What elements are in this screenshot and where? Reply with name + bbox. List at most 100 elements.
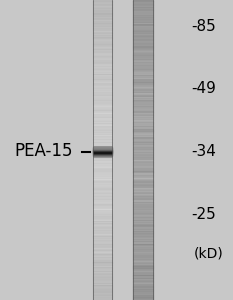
Bar bbox=[93, 197, 113, 198]
Bar bbox=[133, 135, 153, 136]
Bar bbox=[133, 240, 153, 241]
Bar bbox=[93, 205, 113, 206]
Text: -85: -85 bbox=[191, 19, 216, 34]
Bar bbox=[133, 212, 153, 213]
Bar bbox=[133, 287, 153, 288]
Bar bbox=[133, 35, 153, 36]
Bar bbox=[93, 143, 113, 144]
Bar bbox=[133, 191, 153, 192]
Bar bbox=[93, 50, 113, 51]
Bar bbox=[93, 270, 113, 271]
Bar bbox=[133, 221, 153, 222]
Bar bbox=[93, 221, 113, 222]
Bar bbox=[133, 294, 153, 295]
Bar bbox=[93, 94, 113, 95]
Bar bbox=[93, 38, 113, 39]
Bar bbox=[133, 101, 153, 102]
Bar bbox=[93, 20, 113, 21]
Bar bbox=[133, 168, 153, 169]
Bar bbox=[133, 106, 153, 107]
Bar bbox=[133, 41, 153, 42]
Bar bbox=[133, 18, 153, 19]
Bar bbox=[93, 285, 113, 286]
Bar bbox=[133, 140, 153, 141]
Bar bbox=[93, 151, 113, 152]
Bar bbox=[133, 181, 153, 182]
Bar bbox=[93, 37, 113, 38]
Bar bbox=[93, 249, 113, 250]
Bar bbox=[93, 46, 113, 47]
Bar bbox=[93, 264, 113, 265]
Bar bbox=[93, 101, 113, 102]
Bar bbox=[133, 103, 153, 104]
Bar bbox=[133, 64, 153, 65]
Bar bbox=[133, 45, 153, 46]
Text: -49: -49 bbox=[191, 81, 216, 96]
Bar bbox=[93, 48, 113, 49]
Bar bbox=[93, 40, 113, 41]
Bar bbox=[93, 53, 113, 54]
Bar bbox=[133, 154, 153, 155]
Bar bbox=[93, 254, 113, 255]
Bar bbox=[93, 31, 113, 32]
Bar bbox=[133, 5, 153, 6]
Bar bbox=[93, 261, 113, 262]
Bar bbox=[133, 56, 153, 57]
Bar bbox=[93, 41, 113, 42]
Bar bbox=[93, 272, 113, 273]
Bar bbox=[133, 299, 153, 300]
Bar bbox=[133, 98, 153, 99]
Bar bbox=[93, 104, 113, 105]
Bar bbox=[93, 43, 113, 44]
Bar bbox=[133, 87, 153, 88]
Bar bbox=[93, 107, 113, 108]
Bar bbox=[133, 40, 153, 41]
Bar bbox=[93, 136, 113, 137]
Bar bbox=[93, 182, 113, 183]
Bar bbox=[133, 71, 153, 72]
Bar bbox=[93, 207, 113, 208]
Bar bbox=[93, 3, 113, 4]
Bar bbox=[133, 15, 153, 16]
Bar bbox=[93, 145, 113, 146]
Bar bbox=[133, 95, 153, 96]
Bar bbox=[93, 279, 113, 280]
Bar bbox=[93, 125, 113, 126]
Bar bbox=[133, 242, 153, 243]
Bar bbox=[93, 152, 113, 153]
Bar bbox=[133, 167, 153, 168]
Bar bbox=[93, 277, 113, 278]
Bar bbox=[93, 13, 113, 14]
Bar bbox=[133, 246, 153, 247]
Bar bbox=[93, 30, 113, 31]
Bar bbox=[133, 261, 153, 262]
Bar bbox=[93, 265, 113, 266]
Bar bbox=[133, 124, 153, 125]
Bar bbox=[93, 176, 113, 177]
Bar bbox=[93, 130, 113, 131]
Bar bbox=[93, 188, 113, 189]
Bar bbox=[133, 48, 153, 49]
Bar bbox=[133, 180, 153, 181]
Bar bbox=[133, 74, 153, 75]
Bar bbox=[93, 295, 113, 296]
Bar bbox=[133, 126, 153, 127]
Bar bbox=[133, 207, 153, 208]
Bar bbox=[133, 214, 153, 215]
Bar bbox=[93, 2, 113, 3]
Bar bbox=[93, 82, 113, 83]
Bar bbox=[133, 50, 153, 51]
Bar bbox=[93, 213, 113, 214]
Bar bbox=[133, 97, 153, 98]
Bar bbox=[93, 52, 113, 53]
Bar bbox=[133, 227, 153, 228]
Bar bbox=[133, 92, 153, 93]
Bar bbox=[133, 286, 153, 287]
Bar bbox=[93, 33, 113, 34]
Bar bbox=[133, 176, 153, 177]
Bar bbox=[133, 171, 153, 172]
Bar bbox=[93, 71, 113, 72]
Bar bbox=[93, 80, 113, 81]
Bar bbox=[133, 52, 153, 53]
Bar bbox=[93, 166, 113, 167]
